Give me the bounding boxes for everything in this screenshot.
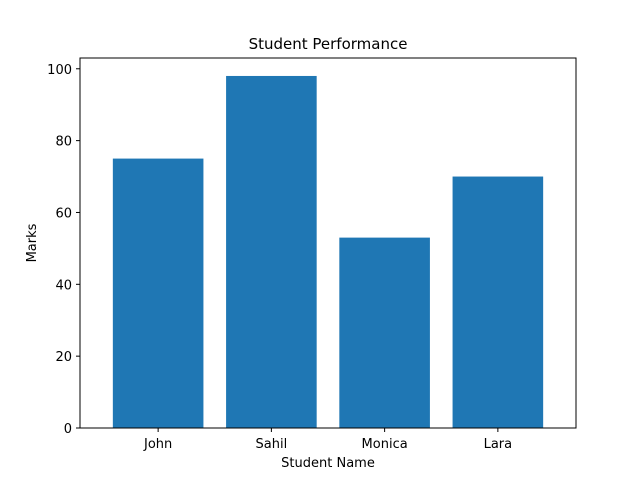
x-axis-label: Student Name: [281, 456, 375, 471]
bar-monica: [339, 237, 430, 428]
x-tick-label: Monica: [362, 437, 408, 452]
x-axis: John Sahil Monica Lara: [143, 428, 512, 452]
chart-title: Student Performance: [249, 35, 408, 53]
y-tick-label: 100: [47, 63, 72, 78]
plot-frame: [79, 57, 577, 429]
bar-lara: [452, 176, 544, 428]
y-tick-label: 0: [64, 422, 72, 437]
bar-sahil: [226, 75, 317, 428]
y-tick-label: 20: [55, 350, 72, 365]
bar-john: [112, 158, 204, 428]
bars-layer: [112, 75, 544, 428]
y-axis-label: Marks: [25, 223, 40, 262]
x-tick-label: Lara: [484, 437, 513, 452]
y-tick-label: 60: [55, 206, 72, 221]
y-axis: 0 20 40 60 80 100: [47, 63, 80, 437]
x-tick-label: Sahil: [256, 437, 288, 452]
x-tick-label: John: [143, 437, 172, 452]
y-tick-label: 80: [55, 135, 72, 150]
y-tick-label: 40: [55, 278, 72, 293]
